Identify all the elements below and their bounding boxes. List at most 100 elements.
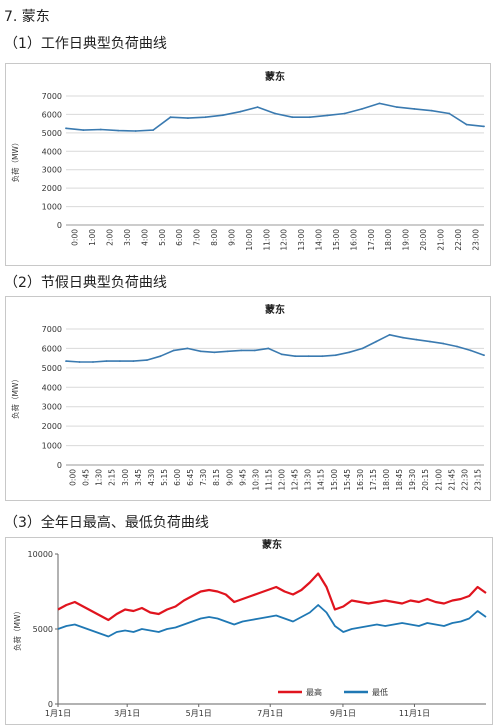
chart-title: 蒙东 <box>265 70 285 83</box>
load-data-point <box>65 127 67 130</box>
x-tick-label: 14:15 <box>317 469 326 491</box>
x-tick-label: 8:00 <box>210 229 219 246</box>
x-tick-label: 1:00 <box>88 229 97 246</box>
x-tick-label: 12:00 <box>280 229 289 251</box>
load-data-point <box>483 354 485 357</box>
load-data-point <box>396 106 398 108</box>
x-tick-label: 18:45 <box>395 469 404 491</box>
x-tick-label: 6:45 <box>186 469 195 486</box>
chart-title: 蒙东 <box>262 538 282 551</box>
load-data-point <box>169 116 172 119</box>
load-data-point <box>348 351 351 354</box>
load-data-point <box>239 110 242 113</box>
x-tick-label: 0:00 <box>69 469 78 486</box>
x-tick-label: 3:45 <box>134 469 143 486</box>
y-tick-label: 1000 <box>42 442 62 451</box>
load-data-point <box>213 351 216 354</box>
chart-panel-workday: 蒙东 0 1000 2000 3000 4000 5000 6000 7000 负荷（MW） 0:0… <box>5 63 491 266</box>
load-series-line <box>65 333 485 363</box>
x-tick-label: 23:00 <box>471 229 480 251</box>
x-tick-label: 18:00 <box>384 229 393 251</box>
y-tick-label: 0 <box>57 221 62 230</box>
load-data-point <box>226 350 229 353</box>
x-tick-label: 14:00 <box>315 229 324 251</box>
legend-label: 最高 <box>306 687 322 697</box>
y-tick-label: 1000 <box>42 203 62 212</box>
load-data-point <box>375 340 377 343</box>
y-tick-label: 0 <box>57 461 62 470</box>
x-tick-label: 0:00 <box>71 229 80 246</box>
load-data-point <box>187 117 189 119</box>
x-tick-label: 5月1日 <box>186 709 212 718</box>
load-data-point <box>361 347 364 350</box>
min-load-series-line <box>57 604 487 638</box>
section-title: 7. 蒙东 <box>4 9 50 25</box>
y-tick-label: 3000 <box>42 166 62 175</box>
x-tick-label: 18:00 <box>382 469 391 491</box>
load-data-point <box>413 108 416 110</box>
x-tick-label: 12:00 <box>278 469 287 491</box>
x-tick-label: 4:30 <box>147 469 156 486</box>
y-tick-label: 4000 <box>42 147 62 156</box>
x-tick-label: 20:15 <box>421 469 430 491</box>
x-tick-label: 8:15 <box>212 469 221 486</box>
load-data-point <box>415 338 418 341</box>
load-data-point <box>280 353 283 356</box>
load-data-point <box>159 355 162 358</box>
load-data-point <box>465 123 468 126</box>
x-tick-label: 1:30 <box>95 469 104 486</box>
load-data-point <box>294 355 297 358</box>
y-tick-label: 4000 <box>42 383 62 392</box>
load-data-point <box>78 361 81 363</box>
load-data-point <box>105 360 108 362</box>
x-tick-label: 11月1日 <box>399 709 430 718</box>
y-tick-label: 6000 <box>42 344 62 353</box>
x-tick-label: 5:15 <box>160 469 169 486</box>
x-tick-label: 4:00 <box>140 229 149 246</box>
load-series-line <box>65 102 485 132</box>
x-tick-label: 9:00 <box>227 229 236 246</box>
x-tick-label: 9:00 <box>225 469 234 486</box>
chart-panel-annual: 蒙东 0 5000 10000 负荷（MW） 1月1日 3月1日 5月1日 7月1日 9月1日 11… <box>5 537 493 725</box>
subtitle-workday: （1）工作日典型负荷曲线 <box>4 36 167 52</box>
x-tick-label: 22:30 <box>460 469 469 491</box>
x-tick-label: 7月1日 <box>257 709 283 718</box>
subtitle-annual: （3）全年日最高、最低负荷曲线 <box>4 515 209 531</box>
load-data-point <box>274 112 276 115</box>
x-tick-label: 21:45 <box>447 469 456 491</box>
x-tick-label: 10:30 <box>251 469 260 491</box>
load-data-point <box>132 360 135 362</box>
x-tick-label: 17:00 <box>367 229 376 251</box>
x-tick-label: 19:30 <box>408 469 417 491</box>
load-data-point <box>119 360 121 362</box>
x-tick-label: 2:15 <box>108 469 117 486</box>
x-tick-label: 6:00 <box>175 229 184 246</box>
load-data-point <box>430 109 433 112</box>
x-tick-label: 2:00 <box>106 229 115 246</box>
x-tick-label: 9月1日 <box>330 709 356 718</box>
load-data-point <box>99 128 102 131</box>
holiday-load-chart: 蒙东 0 1000 2000 3000 4000 5000 6000 7000 负荷（MW） 0:0… <box>10 303 485 491</box>
x-tick-label: 11:15 <box>264 469 273 491</box>
load-data-point <box>186 347 189 350</box>
load-data-point <box>267 347 270 350</box>
load-data-point <box>361 108 363 110</box>
y-tick-label: 10000 <box>28 550 53 559</box>
subtitle-holiday: （2）节假日典型负荷曲线 <box>4 275 167 291</box>
x-tick-label: 19:00 <box>402 229 411 251</box>
load-data-point <box>469 349 472 352</box>
load-data-point <box>343 112 346 115</box>
load-data-point <box>378 102 381 105</box>
load-data-point <box>307 355 310 358</box>
x-tick-label: 23:15 <box>473 469 482 491</box>
load-data-point <box>308 116 311 119</box>
load-data-point <box>326 114 329 117</box>
load-data-point <box>256 106 259 108</box>
annual-max-min-chart: 蒙东 0 5000 10000 负荷（MW） 1月1日 3月1日 5月1日 7月1日 9月1日 11… <box>12 538 487 718</box>
load-data-point <box>152 129 155 131</box>
load-data-point <box>388 333 391 336</box>
y-axis-label: 负荷（MW） <box>10 375 20 419</box>
y-tick-label: 6000 <box>42 110 62 119</box>
x-tick-label: 5:00 <box>158 229 167 246</box>
load-data-point <box>240 349 243 352</box>
